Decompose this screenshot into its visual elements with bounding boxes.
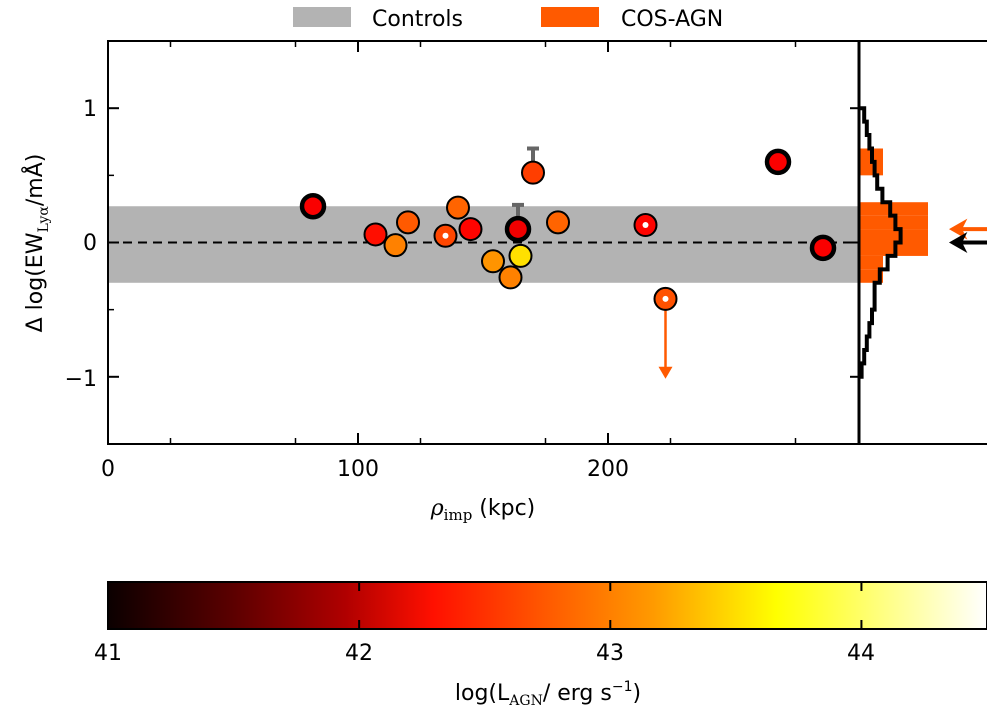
histogram-bar-cos-agn <box>859 229 928 243</box>
colorbar-label: log(LAGN/ erg s−1) <box>455 679 641 708</box>
y-axis-label-rest: /mÅ) <box>21 154 48 206</box>
data-point-inner-dot <box>442 232 449 239</box>
scatter-panel <box>107 40 860 445</box>
data-point <box>764 148 792 176</box>
data-point <box>481 249 505 274</box>
colorbar-tick-label: 44 <box>847 641 875 666</box>
data-point <box>299 192 327 220</box>
data-point <box>396 210 420 235</box>
data-point <box>504 215 532 243</box>
data-point <box>809 234 837 262</box>
data-point <box>363 222 388 247</box>
y-axis-label: Δ log(EWLyα/mÅ) <box>21 154 52 333</box>
median-arrows <box>948 218 987 254</box>
x-axis-label-rest: (kpc) <box>472 496 535 521</box>
data-point-inner-dot <box>662 295 669 302</box>
x-axis-label-sub: imp <box>444 506 473 524</box>
data-point <box>458 217 483 242</box>
x-tick-label: 0 <box>101 457 115 482</box>
legend-label-cos-agn: COS-AGN <box>621 7 723 32</box>
x-axis-label: ρimp (kpc) <box>430 496 536 524</box>
data-point-inner-dot <box>642 222 649 229</box>
median-arrow-head <box>948 218 968 240</box>
data-point <box>546 210 570 235</box>
colorbar-tick-label: 42 <box>345 641 373 666</box>
data-point <box>498 265 523 290</box>
data-point <box>508 243 533 268</box>
legend-swatch-cos-agn <box>541 7 599 27</box>
y-tick-label: 1 <box>83 97 97 122</box>
histogram-bar-cos-agn <box>859 202 928 216</box>
data-points <box>299 148 837 311</box>
x-tick-label: 100 <box>337 457 379 482</box>
colorbar-gradient <box>107 581 987 630</box>
histogram-panel <box>850 40 987 445</box>
legend-label-controls: Controls <box>372 7 463 32</box>
colorbar-label-sub: AGN <box>508 693 543 708</box>
histogram-bar-cos-agn <box>859 255 883 270</box>
histogram-bar-cos-agn <box>859 269 883 283</box>
colorbar: 41 42 43 44 log(LAGN/ erg s−1) <box>94 581 987 708</box>
colorbar-label-rest: / erg s <box>543 681 612 706</box>
colorbar-tick-label: 41 <box>94 641 122 666</box>
colorbar-label-close: ) <box>633 681 642 706</box>
x-tick-label: 200 <box>587 457 629 482</box>
colorbar-label-sup: −1 <box>612 679 633 695</box>
control-band <box>108 206 859 283</box>
upper-limit-arrowhead <box>658 366 673 379</box>
y-tick-label: −1 <box>65 367 97 392</box>
legend-swatch-controls <box>293 7 351 27</box>
y-axis-label-main: Δ log(EW <box>23 232 48 332</box>
y-axis-label-sub: Lyα <box>36 206 52 233</box>
y-tick-labels: −1 0 1 <box>65 97 97 392</box>
colorbar-ticks <box>107 582 863 629</box>
x-axis-label-main: ρ <box>430 496 444 521</box>
y-tick-label: 0 <box>83 231 97 256</box>
median-arrow-head <box>948 231 968 254</box>
data-point <box>383 233 408 258</box>
data-point <box>521 160 545 185</box>
histogram-controls-step <box>859 106 903 379</box>
data-point <box>446 195 470 220</box>
colorbar-label-main: log(L <box>455 681 510 706</box>
x-tick-labels: 0 100 200 <box>101 457 629 482</box>
colorbar-tick-label: 43 <box>596 641 624 666</box>
legend: Controls COS-AGN <box>293 7 723 32</box>
